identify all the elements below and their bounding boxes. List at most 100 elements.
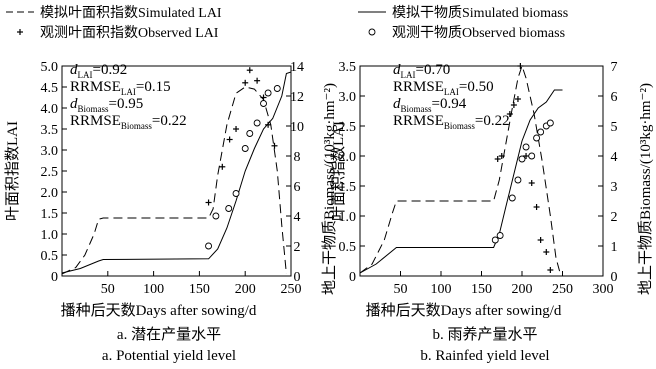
- series-circle: [205, 85, 281, 250]
- y-left-tick-label: 0: [349, 270, 356, 285]
- legend-label: 模拟干物质Simulated biomass: [392, 5, 568, 21]
- x-tick-label: 150: [189, 282, 210, 297]
- x-tick-label: 200: [235, 282, 256, 297]
- observed-lai-point: [506, 111, 513, 117]
- legend-label: 观测叶面积指数Observed LAI: [40, 25, 219, 41]
- observed-biomass-point: [241, 145, 249, 152]
- y-left-tick-label: 3.5: [339, 60, 357, 75]
- x-axis-label: 播种后天数Days after sowing/d: [366, 302, 562, 319]
- y-left-tick-label: 1.0: [41, 228, 59, 243]
- y-right-tick-label: 6: [611, 90, 618, 105]
- observed-biomass-point: [232, 190, 240, 197]
- legend-entry: 观测干物质Observed biomass: [368, 25, 565, 41]
- observed-lai-point: [537, 237, 544, 243]
- observed-lai-point: [528, 180, 535, 186]
- y-left-tick-label: 2.5: [339, 120, 357, 135]
- observed-biomass-point: [508, 194, 516, 202]
- legend-entry: 模拟叶面积指数Simulated LAI: [6, 5, 222, 21]
- observed-biomass-point: [533, 134, 541, 142]
- observed-lai-point: [547, 267, 554, 273]
- y-left-tick-label: 3.0: [41, 144, 59, 159]
- y-right-tick-label: 1: [611, 240, 618, 255]
- y-right-tick-label: 0: [611, 270, 618, 285]
- y-left-tick-label: 0.5: [339, 240, 357, 255]
- observed-lai-point: [219, 163, 226, 170]
- y-right-axis-label: 地上干物质Biomass/(10³kg·hm⁻²): [321, 83, 338, 295]
- observed-lai-point: [205, 199, 212, 206]
- y-left-tick-label: 0.5: [41, 249, 59, 264]
- caption-cn: a. 潜在产量水平: [117, 326, 221, 343]
- legend-label: 观测干物质Observed biomass: [392, 25, 565, 41]
- y-left-tick-label: 4.0: [41, 102, 59, 117]
- observed-lai-point: [510, 102, 517, 108]
- observed-lai-point: [514, 96, 521, 102]
- y-left-tick-label: 4.5: [41, 81, 59, 96]
- legend-entry: 观测叶面积指数Observed LAI: [17, 25, 219, 41]
- series-dashed: [359, 64, 562, 277]
- observed-biomass-point: [522, 143, 530, 151]
- stat-line: dLAI=0.70: [393, 62, 450, 80]
- observed-biomass-point: [537, 128, 545, 136]
- series-solid: [61, 71, 292, 274]
- observed-lai-point: [246, 67, 253, 74]
- simulated-lai-line: [61, 86, 287, 275]
- observed-lai-point: [265, 121, 272, 128]
- y-right-tick-label: 2: [294, 240, 301, 255]
- y-right-tick-label: 4: [294, 210, 301, 225]
- series-plus: [205, 67, 278, 206]
- y-right-tick-label: 2: [611, 210, 618, 225]
- observed-lai-point: [260, 94, 267, 101]
- x-tick-label: 100: [143, 282, 164, 297]
- y-right-tick-label: 10: [290, 120, 304, 135]
- stat-line: RRMSEBiomass=0.22: [70, 113, 187, 131]
- legend-swatch-plus: [17, 29, 23, 35]
- stat-line: dLAI=0.92: [70, 62, 127, 80]
- observed-lai-point: [254, 77, 261, 84]
- legend-entry: 模拟干物质Simulated biomass: [358, 5, 568, 21]
- chart-panel-b: 50 100 150 200 250 30000.51.01.52.02.53.03.50…: [330, 60, 654, 364]
- x-axis-label: 播种后天数Days after sowing/d: [61, 302, 257, 319]
- y-left-tick-label: 5.0: [41, 60, 59, 75]
- y-left-tick-label: 3.5: [41, 123, 59, 138]
- observed-lai-point: [533, 204, 540, 210]
- y-left-tick-label: 1.5: [41, 207, 59, 222]
- observed-biomass-point: [253, 119, 261, 127]
- x-tick-label: 200: [512, 282, 533, 297]
- y-right-tick-label: 5: [611, 120, 618, 135]
- observed-biomass-point: [205, 242, 213, 250]
- observed-lai-point: [271, 142, 278, 149]
- observed-lai-point: [523, 153, 530, 159]
- y-right-tick-label: 6: [294, 180, 301, 195]
- y-right-axis-label: 地上干物质Biomass/(10³kg·hm⁻²): [637, 83, 654, 295]
- observed-lai-point: [494, 156, 501, 162]
- observed-biomass-point: [496, 232, 504, 239]
- observed-biomass-point: [212, 212, 220, 220]
- observed-lai-point: [242, 79, 249, 86]
- simulated-biomass-line: [61, 71, 292, 274]
- observed-lai-point: [233, 126, 240, 132]
- y-right-tick-label: 3: [611, 180, 618, 195]
- caption-en: a. Potential yield level: [102, 348, 236, 364]
- series-dashed: [61, 86, 287, 275]
- observed-lai-point: [543, 249, 550, 255]
- chart-panel-a: 50 100 150 200 25000.51.01.52.02.53.03.54.04…: [4, 60, 338, 364]
- stat-line: RRMSEBiomass=0.22: [393, 113, 510, 131]
- y-right-tick-label: 7: [611, 60, 618, 75]
- series-plus: [494, 63, 554, 273]
- y-left-tick-label: 3.0: [339, 90, 357, 105]
- observed-biomass-point: [225, 205, 233, 212]
- legend-swatch-circle: [368, 28, 376, 36]
- caption-en: b. Rainfed yield level: [420, 348, 549, 364]
- stat-line: dBiomass=0.95: [70, 96, 143, 114]
- y-left-tick-label: 2.0: [41, 186, 59, 201]
- stat-line: RRMSELAI=0.50: [393, 79, 494, 97]
- observed-lai-point: [517, 63, 524, 69]
- x-tick-label: 250: [281, 282, 302, 297]
- observed-biomass-point: [518, 155, 526, 163]
- observed-biomass-point: [491, 236, 499, 244]
- observed-lai-point: [498, 153, 505, 159]
- x-tick-label: 150: [471, 282, 492, 297]
- caption-cn: b. 雨养产量水平: [432, 326, 537, 343]
- y-left-axis-label: 叶面积指数LAI: [330, 121, 347, 221]
- y-left-axis-label: 叶面积指数LAI: [4, 121, 21, 221]
